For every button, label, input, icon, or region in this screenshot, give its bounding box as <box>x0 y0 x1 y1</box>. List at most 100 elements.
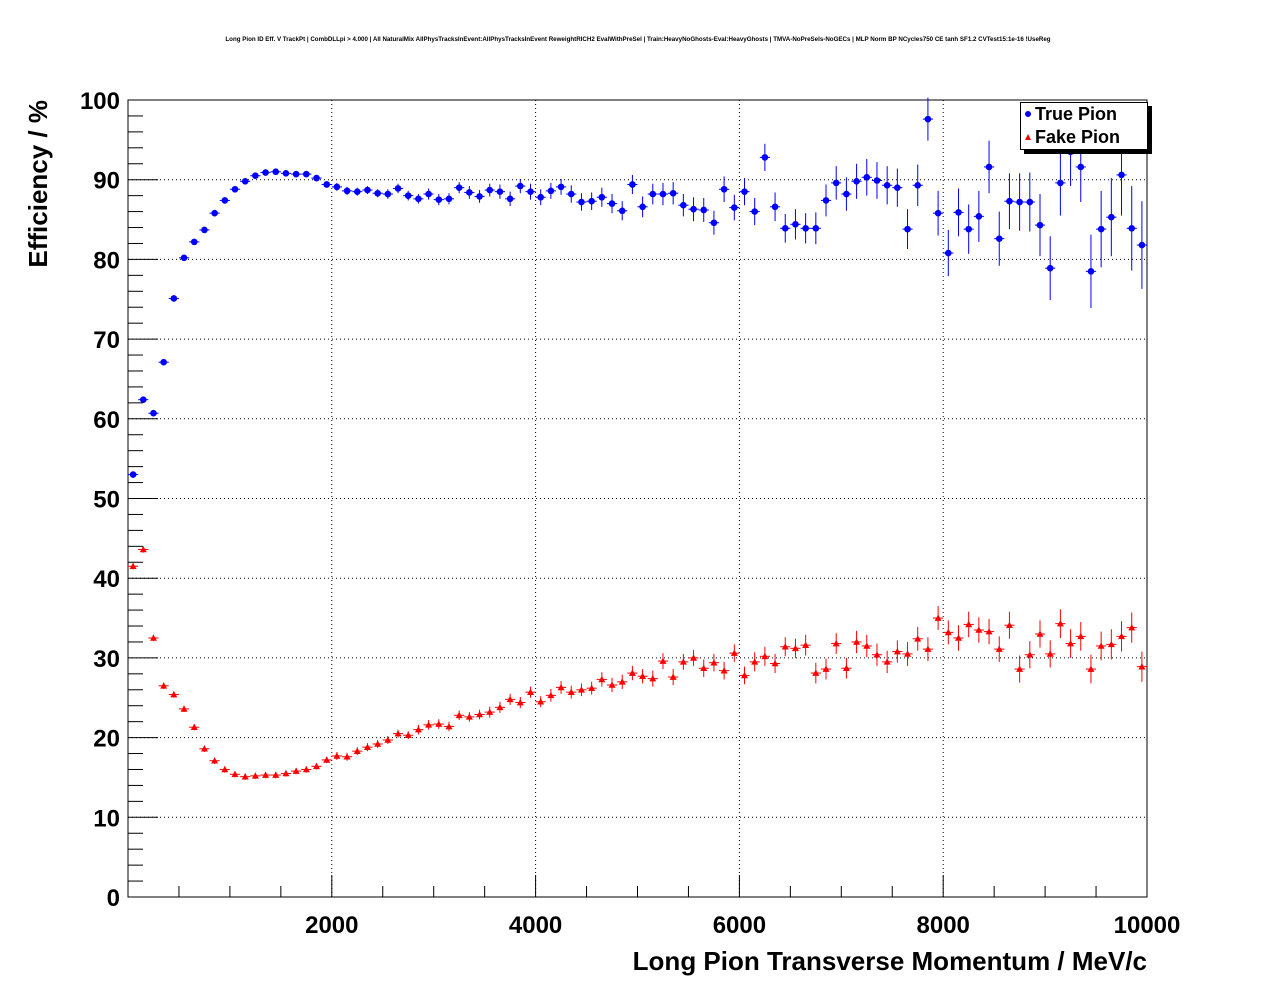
data-point <box>443 721 455 732</box>
data-point <box>505 693 516 705</box>
triangle-marker <box>954 634 962 641</box>
data-point <box>586 681 597 695</box>
data-point <box>871 643 883 666</box>
circle-marker <box>690 205 697 213</box>
data-point <box>586 192 597 210</box>
data-point <box>240 177 251 185</box>
data-point <box>454 182 465 194</box>
x-tick-label: 8000 <box>917 912 970 939</box>
triangle-marker <box>863 642 871 649</box>
data-point <box>820 184 832 217</box>
data-point <box>229 770 241 778</box>
triangle-marker <box>608 681 616 688</box>
circle-marker <box>415 195 422 203</box>
triangle-marker <box>486 708 494 715</box>
data-point <box>341 186 353 195</box>
data-point <box>464 712 475 722</box>
y-tick-label: 100 <box>80 88 120 115</box>
data-point <box>138 396 149 403</box>
circle-marker <box>955 209 962 216</box>
triangle-marker <box>1056 620 1064 627</box>
circle-marker <box>731 204 738 211</box>
data-point <box>688 197 699 222</box>
data-point <box>1106 178 1117 257</box>
data-point <box>260 771 271 779</box>
data-point <box>861 634 872 658</box>
data-point <box>943 229 954 277</box>
circle-marker <box>1087 268 1095 275</box>
circle-marker <box>190 238 198 246</box>
triangle-marker <box>496 703 504 711</box>
triangle-marker <box>669 673 677 680</box>
triangle-marker <box>537 698 545 705</box>
data-point <box>1136 201 1147 289</box>
data-point <box>199 745 210 752</box>
data-point <box>1034 194 1046 257</box>
x-tick-label: 2000 <box>305 912 358 939</box>
triangle-marker <box>1107 640 1115 648</box>
circle-marker <box>1097 225 1105 233</box>
circle-marker <box>496 188 504 195</box>
triangle-marker <box>1036 630 1044 637</box>
circle-marker <box>221 197 229 204</box>
legend-label-fake-pion: Fake Pion <box>1035 126 1121 147</box>
circle-marker <box>557 183 565 191</box>
data-point <box>892 640 903 663</box>
triangle-marker <box>476 710 484 718</box>
triangle-marker <box>1128 624 1136 631</box>
circle-marker <box>262 169 269 176</box>
data-point <box>871 162 883 199</box>
circle-marker <box>771 203 779 211</box>
triangle-marker <box>1097 642 1105 649</box>
circle-marker <box>547 187 555 195</box>
data-point <box>820 658 832 680</box>
circle-marker <box>384 190 392 198</box>
circle-marker <box>710 219 718 227</box>
triangle-marker <box>506 695 514 703</box>
data-point <box>515 696 526 709</box>
data-point <box>189 723 200 731</box>
triangle-marker <box>190 723 198 731</box>
data-point <box>301 765 312 773</box>
data-point <box>739 178 750 206</box>
circle-marker <box>129 471 137 478</box>
triangle-marker <box>1026 651 1034 658</box>
triangle-marker <box>771 659 779 667</box>
data-point <box>933 190 944 236</box>
triangle-marker <box>170 691 178 698</box>
triangle-marker <box>577 686 585 693</box>
triangle-marker <box>975 626 983 633</box>
data-point <box>851 630 862 654</box>
triangle-marker <box>282 769 290 777</box>
data-point <box>902 641 913 666</box>
triangle-marker <box>1016 665 1024 672</box>
circle-marker <box>781 225 789 232</box>
circle-marker <box>537 193 544 201</box>
triangle-marker <box>639 672 647 680</box>
data-point <box>1014 173 1025 231</box>
circle-marker <box>588 197 595 205</box>
x-axis-title: Long Pion Transverse Momentum / MeV/c <box>633 946 1147 976</box>
data-point <box>983 140 995 194</box>
data-point <box>128 471 139 478</box>
data-point <box>494 184 506 199</box>
circle-marker <box>333 183 341 191</box>
triangle-marker <box>883 658 891 665</box>
triangle-marker <box>985 628 993 635</box>
data-point <box>769 653 781 674</box>
circle-marker <box>944 249 952 257</box>
circle-marker <box>812 225 820 232</box>
data-point <box>260 169 271 176</box>
data-point <box>627 174 638 195</box>
data-point <box>851 163 862 199</box>
triangle-marker <box>730 649 738 656</box>
data-point <box>209 757 220 764</box>
triangle-marker <box>924 645 932 652</box>
data-point <box>688 649 699 666</box>
circle-marker <box>394 185 402 192</box>
data-point <box>229 185 241 193</box>
circle-marker <box>832 179 840 187</box>
data-point <box>963 204 974 254</box>
data-point <box>617 201 628 221</box>
circle-marker <box>567 190 575 198</box>
